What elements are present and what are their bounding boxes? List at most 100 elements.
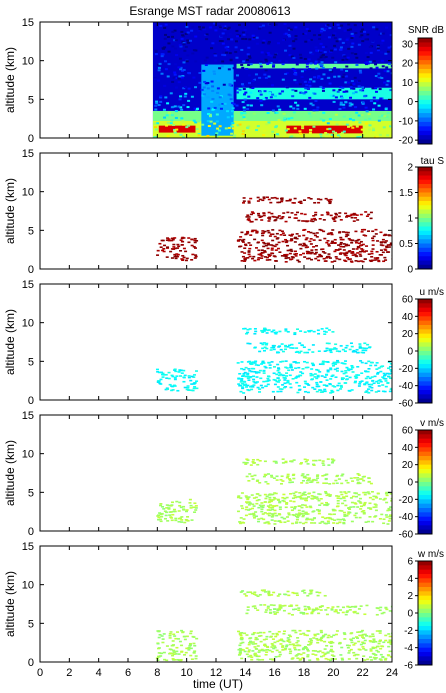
u-echo [331, 391, 335, 393]
tau-echo [185, 257, 189, 260]
u-echo [173, 369, 177, 371]
tau-echo [339, 236, 343, 239]
v-echo [338, 509, 342, 512]
w-echo [238, 653, 242, 656]
u-echo [347, 369, 351, 372]
tau-echo [345, 256, 349, 259]
snr-cell [235, 87, 239, 90]
u-echo [376, 371, 380, 374]
tau-echo [354, 260, 358, 262]
tau-echo [182, 256, 186, 259]
v-echo [304, 521, 308, 524]
u-echo [361, 347, 365, 349]
w-echo [324, 609, 328, 611]
tau-echo [315, 232, 319, 234]
u-echo [370, 361, 374, 364]
v-echo [387, 507, 391, 510]
v-echo [179, 506, 183, 509]
tau-echo [314, 249, 318, 251]
w-echo [369, 648, 373, 650]
snr-cell [192, 119, 196, 122]
tau-echo [321, 248, 325, 250]
u-echo [180, 372, 184, 374]
v-echo [194, 505, 198, 507]
snr-cell [369, 51, 373, 54]
snr-cell [218, 103, 222, 106]
colorbar-swatch [418, 126, 432, 132]
tau-echo [291, 256, 295, 259]
snr-cell [159, 100, 163, 103]
colorbar-tick-label: 2 [407, 591, 413, 602]
snr-cell [324, 55, 328, 58]
tau-echo [329, 232, 333, 234]
v-echo [167, 504, 171, 507]
tau-echo [173, 237, 177, 239]
snr-cell [361, 89, 365, 92]
v-echo [245, 502, 249, 504]
v-echo [264, 481, 268, 483]
v-echo [324, 492, 328, 495]
snr-cell [290, 116, 294, 119]
w-echo [275, 633, 279, 636]
tau-echo [247, 253, 251, 256]
tau-echo [359, 255, 363, 257]
v-echo [362, 509, 366, 512]
v-echo [175, 500, 179, 503]
colorbar-swatch [418, 377, 432, 382]
u-echo [286, 331, 290, 333]
tau-echo [288, 234, 292, 236]
tau-echo [251, 229, 255, 232]
v-echo [347, 491, 351, 493]
w-echo [363, 613, 367, 616]
tau-echo [309, 231, 313, 234]
v-echo [190, 519, 194, 521]
colorbar-swatch [418, 325, 432, 330]
tau-echo [240, 251, 244, 253]
snr-cell [226, 110, 230, 113]
u-echo [175, 375, 179, 377]
snr-cell [323, 51, 327, 54]
snr-cell [374, 87, 378, 90]
w-echo [278, 604, 282, 606]
snr-cell [346, 56, 350, 59]
u-echo [277, 381, 281, 383]
snr-cell [342, 106, 346, 109]
u-echo [346, 368, 350, 370]
u-echo [182, 380, 186, 383]
snr-cell [360, 114, 364, 117]
u-echo [272, 378, 276, 381]
v-echo [337, 495, 341, 498]
w-echo [270, 642, 274, 645]
tau-echo [181, 254, 185, 257]
u-echo [289, 386, 293, 389]
w-echo [325, 613, 329, 616]
tau-echo [370, 255, 374, 258]
w-echo [259, 604, 263, 606]
tau-echo [360, 250, 364, 253]
v-echo [301, 473, 305, 475]
u-echo [273, 383, 277, 386]
snr-cell [206, 134, 210, 137]
v-echo [362, 504, 366, 507]
v-echo [268, 509, 272, 511]
v-echo [167, 507, 171, 509]
v-echo [168, 514, 172, 516]
w-echo [250, 592, 254, 595]
u-echo [345, 344, 349, 347]
snr-cell [160, 26, 164, 29]
u-echo [329, 351, 333, 354]
tau-echo [317, 201, 321, 204]
snr-cell [309, 51, 313, 54]
w-echo [357, 631, 361, 633]
u-echo [254, 360, 258, 363]
w-echo [269, 612, 273, 614]
u-echo [259, 377, 263, 380]
snr-cell [183, 95, 187, 98]
v-echo [244, 495, 248, 497]
v-echo [157, 516, 161, 519]
w-echo [303, 645, 307, 648]
snr-cell [341, 76, 345, 79]
u-echo [381, 390, 385, 393]
w-echo [177, 653, 181, 655]
w-echo [243, 632, 247, 635]
